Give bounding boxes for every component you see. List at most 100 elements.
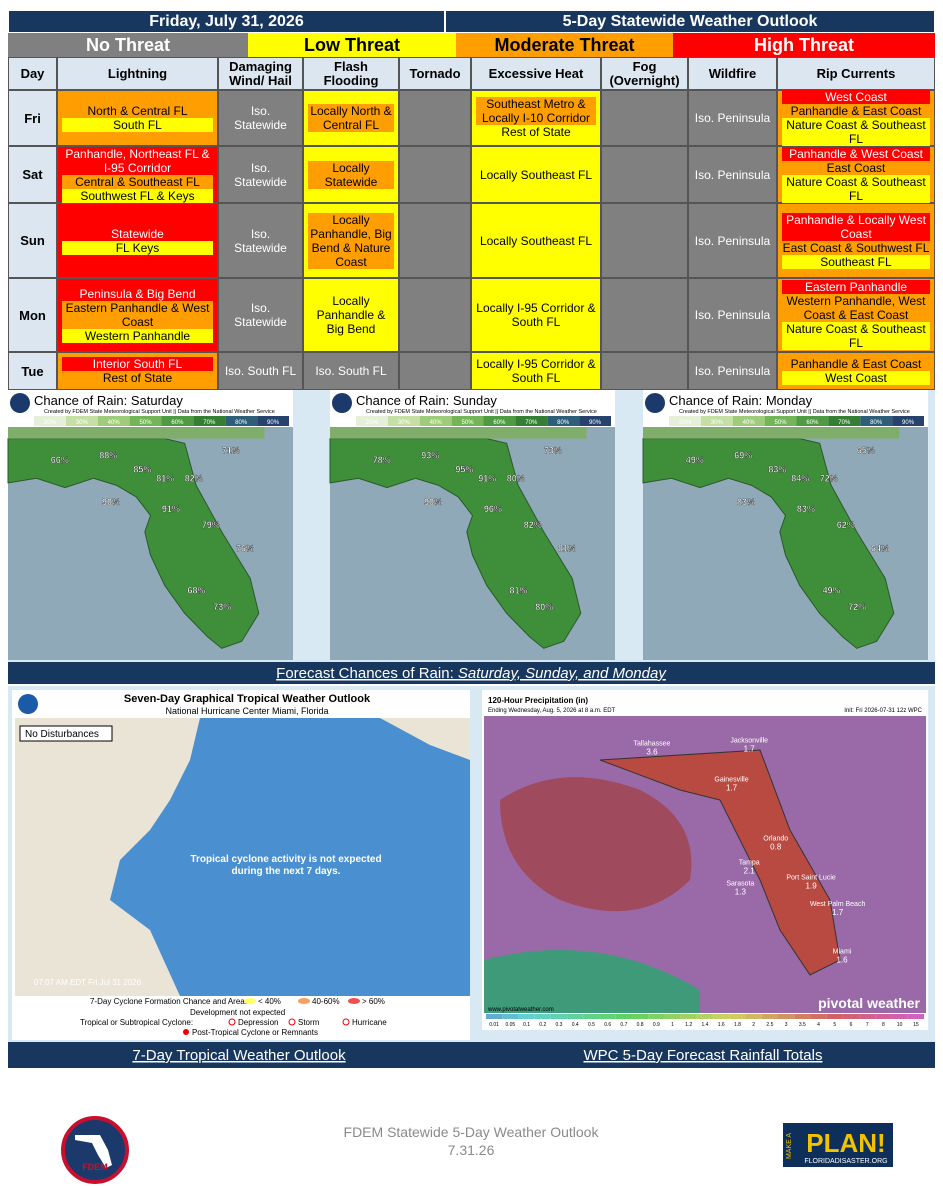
map-scale-swatch [483,416,516,426]
wpc-scale-swatch [680,1014,697,1019]
threat-item: Nature Coast & Southeast FL [782,118,930,146]
wpc-scale-label: 0.7 [620,1022,627,1028]
wpc-city-value: 0.8 [770,843,782,852]
map-caption: Forecast Chances of Rain: Saturday, Sund… [276,665,667,682]
threat-item: Panhandle & West Coast [782,146,930,161]
threat-item: Central & Southeast FL [62,174,213,189]
map-scale-label: 80% [870,420,883,426]
wpc-city-value: 1.7 [832,908,844,917]
wpc-scale-swatch [826,1014,843,1019]
map-scale-label: 60% [493,420,506,426]
wpc-scale-label: 0.4 [572,1022,579,1028]
map-value-label: 81% [156,474,174,484]
threat-item: Iso. Statewide [223,104,298,132]
map-scale-label: 50% [775,420,788,426]
threat-item: Iso. South FL [308,364,394,378]
map-value-label: 71% [222,446,240,456]
threat-item: Locally North & Central FL [308,104,394,132]
map-scale-label: 20% [44,420,57,426]
map-value-label: 83% [737,497,755,507]
map-logo [645,393,665,413]
map-value-label: 72% [848,602,866,612]
wpc-scale-swatch [794,1014,811,1019]
wpc-city-value: 1.6 [836,956,848,965]
wpc-scale-label: 0.6 [604,1022,611,1028]
map-land [642,438,895,649]
map-scale-swatch [828,416,861,426]
wpc-scale-swatch [907,1014,924,1019]
threat-item: Locally Statewide [308,160,394,189]
map-scale-swatch [161,416,194,426]
wpc-scale-swatch [599,1014,616,1019]
threat-item: Panhandle & East Coast [782,104,930,118]
rainfall-caption: WPC 5-Day Forecast Rainfall Totals [584,1047,823,1064]
fdem-logo-text: FDEM [82,1162,108,1172]
map-scale-swatch [193,416,226,426]
nhc-land [15,718,200,996]
threat-item: Iso. Peninsula [693,308,772,322]
map-title: Chance of Rain: Saturday [34,393,183,408]
map-scale-swatch [129,416,162,426]
threat-cell: Iso. South FL [218,352,303,390]
threat-item: Locally Panhandle, Big Bend & Nature Coa… [308,212,394,269]
threat-cell [399,90,471,146]
nhc-logo [18,694,38,714]
threat-cell: Panhandle & East Coast West Coast [777,352,935,390]
caption-days: Saturday, Sunday, and Monday [458,665,667,682]
wpc-scale-label: 0.3 [556,1022,563,1028]
wpc-scale-label: 0.9 [653,1022,660,1028]
threat-item: West Coast [782,90,930,104]
threat-item: Eastern Panhandle & West Coast [62,301,213,329]
plan-make: MAKE A [786,1133,793,1159]
wpc-scale-swatch [810,1014,827,1019]
threat-item: Nature Coast & Southeast FL [782,174,930,203]
map-value-label: 76% [236,544,254,554]
threat-cell: Iso. Peninsula [688,352,777,390]
threat-cell: Locally Statewide [303,146,399,203]
map-scale-label: 40% [108,420,121,426]
threat-item: East Coast [782,160,930,175]
cyclone-label: Depression [238,1018,278,1027]
map-value-label: 80% [507,474,525,484]
wpc-scale-label: 6 [850,1022,853,1028]
wpc-scale-swatch [486,1014,503,1019]
wpc-scale-label: 1.8 [734,1022,741,1028]
threat-item: Panhandle & East Coast [782,357,930,371]
map-value-label: 96% [484,504,502,514]
caption-bar [8,1042,470,1068]
wpc-city: Tampa [739,860,760,867]
wpc-scale-swatch [859,1014,876,1019]
map-value-label: 83% [768,464,786,474]
threat-item: East Coast & Southwest FL [782,240,930,255]
threat-item: Locally I-95 Corridor & South FL [476,301,596,329]
column-header: Lightning [57,57,218,90]
threat-cell: Peninsula & Big Bend Eastern Panhandle & … [57,278,218,352]
wpc-blob [500,777,692,912]
map-scale-label: 60% [806,420,819,426]
map-scale-swatch [796,416,829,426]
plan-logo: PLAN! [806,1128,885,1158]
wpc-scale-swatch [729,1014,746,1019]
wpc-scale-swatch [664,1014,681,1019]
wpc-scale-label: 2 [752,1022,755,1028]
map-scale-label: 30% [711,420,724,426]
wpc-scale-label: 15 [913,1022,919,1028]
threat-cell: Locally Panhandle & Big Bend [303,278,399,352]
map-title: Chance of Rain: Monday [669,393,813,408]
map-scale-swatch [97,416,130,426]
wpc-scale-swatch [534,1014,551,1019]
fdem-logo [61,1116,129,1184]
map-scale-label: 30% [398,420,411,426]
wpc-scale-label: 0.1 [523,1022,530,1028]
threat-cell: North & Central FL South FL [57,90,218,146]
threat-cell [601,146,688,203]
threat-item: Rest of State [62,371,213,385]
column-header: Excessive Heat [471,57,601,90]
map-value-label: 82% [185,474,203,484]
wpc-city: Sarasota [726,880,754,887]
threat-cell: Iso. Peninsula [688,146,777,203]
nhc-legend-title: 7-Day Cyclone Formation Chance and Area: [90,997,247,1006]
wpc-scale-swatch [518,1014,535,1019]
threat-cell [399,146,471,203]
threat-item: Iso. Statewide [223,160,298,189]
